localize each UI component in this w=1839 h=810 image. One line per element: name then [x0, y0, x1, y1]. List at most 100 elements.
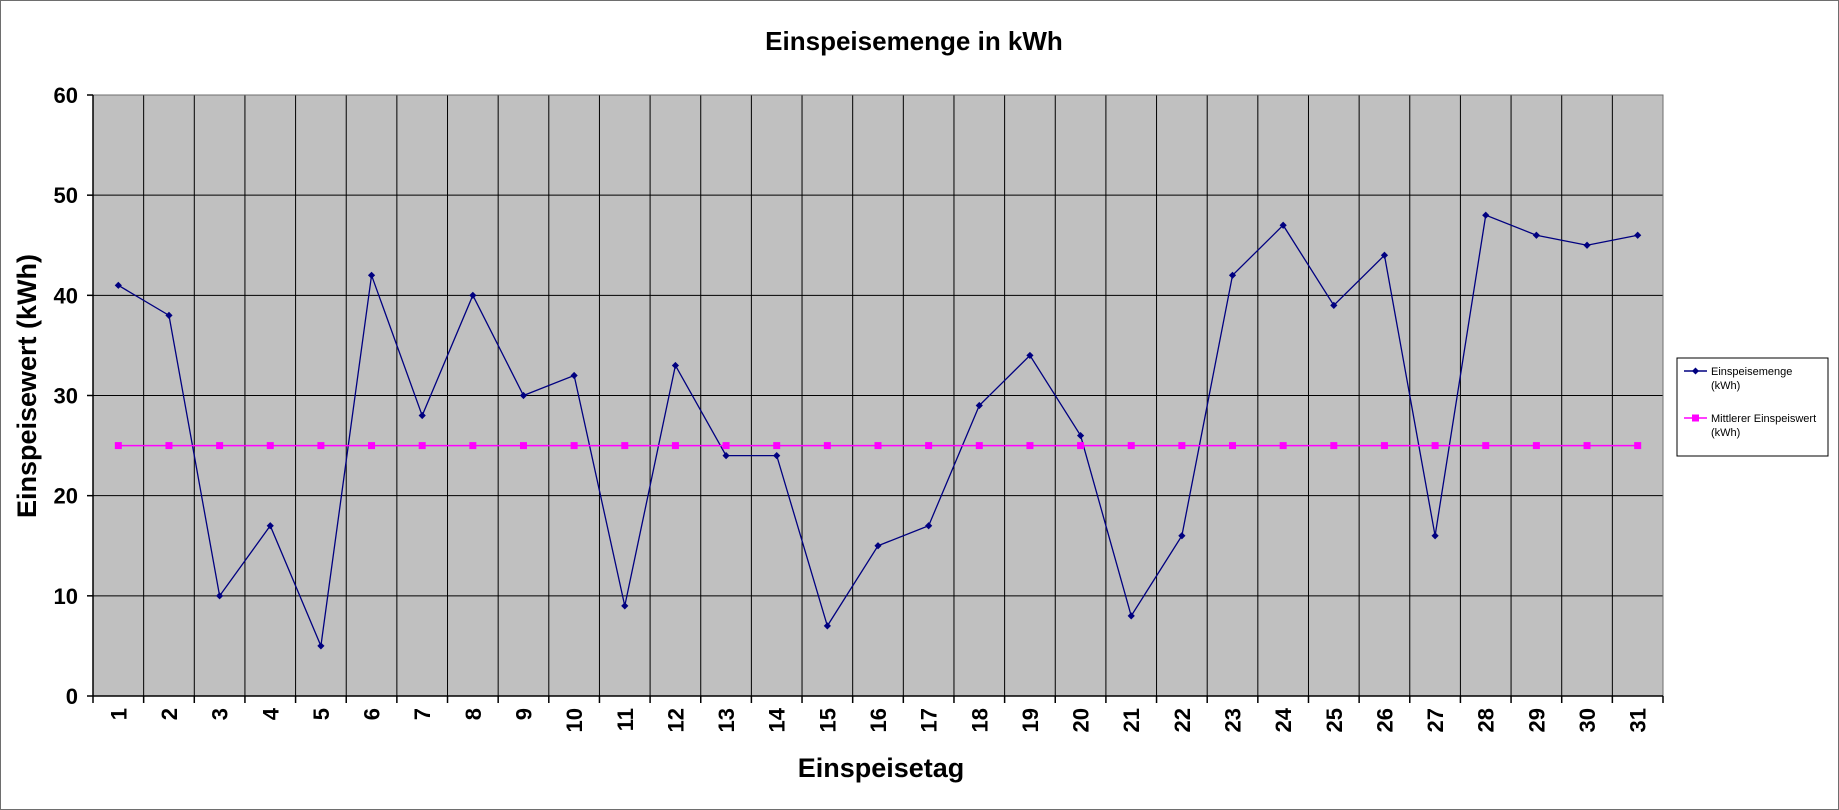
legend-marker	[1692, 414, 1699, 422]
data-point	[671, 361, 680, 370]
data-point	[216, 442, 224, 450]
data-point	[1380, 442, 1388, 450]
data-point	[975, 401, 983, 410]
data-point	[874, 542, 882, 550]
x-tick-label: 27	[1423, 708, 1448, 732]
data-point	[1228, 271, 1237, 279]
x-tick-label: 13	[714, 708, 739, 732]
legend-label: Mittlerer Einspeiswert	[1711, 413, 1816, 425]
data-point	[1229, 442, 1237, 450]
data-point	[519, 442, 527, 450]
data-point	[1178, 532, 1186, 540]
legend-item: Mittlerer Einspeiswert (kWh)	[1684, 413, 1816, 439]
data-point	[1026, 442, 1034, 450]
data-point	[1330, 442, 1338, 450]
data-point	[469, 442, 477, 450]
data-point	[621, 602, 629, 610]
x-tick-label: 8	[461, 708, 486, 720]
data-point	[266, 522, 274, 530]
y-axis-title: Einspeisewert (kWh)	[12, 254, 42, 518]
x-tick-label: 2	[157, 708, 182, 720]
data-point	[1431, 532, 1439, 540]
y-tick-label: 60	[54, 83, 78, 108]
data-point	[519, 391, 528, 400]
x-tick-label: 30	[1575, 708, 1600, 732]
x-tick-label: 26	[1372, 708, 1397, 732]
x-tick-label: 24	[1271, 707, 1296, 732]
x-tick-label: 9	[511, 708, 536, 720]
data-point	[823, 442, 831, 450]
data-point	[1583, 442, 1591, 450]
data-point	[570, 371, 578, 380]
legend-label: Einspeisemenge	[1711, 366, 1792, 378]
data-point	[418, 411, 426, 420]
legend-label: (kWh)	[1711, 380, 1740, 392]
data-point	[722, 452, 730, 460]
data-point	[165, 311, 173, 319]
data-point	[925, 442, 933, 450]
data-point	[1532, 231, 1540, 239]
legend-label: (kWh)	[1711, 427, 1740, 439]
data-point	[1076, 431, 1085, 440]
x-tick-label: 6	[360, 708, 385, 720]
y-tick-label: 50	[54, 183, 78, 208]
x-tick-label: 11	[613, 708, 638, 731]
y-tick-label: 0	[66, 684, 78, 709]
data-point	[1279, 221, 1287, 229]
x-tick-label: 7	[410, 708, 435, 720]
data-point	[1178, 442, 1186, 450]
x-tick-label: 29	[1524, 708, 1549, 732]
x-tick-label: 21	[1119, 708, 1144, 732]
data-point	[418, 442, 426, 450]
x-tick-label: 22	[1170, 708, 1195, 732]
data-point	[1026, 351, 1034, 360]
x-tick-label: 4	[258, 707, 283, 720]
data-point	[216, 592, 224, 600]
data-point	[925, 522, 933, 530]
x-tick-label: 12	[663, 708, 688, 732]
data-point	[1532, 442, 1540, 450]
x-tick-label: 20	[1069, 708, 1094, 732]
x-tick-label: 18	[967, 708, 992, 732]
data-point	[773, 452, 781, 460]
x-tick-label: 5	[309, 708, 334, 720]
x-tick-label: 31	[1626, 708, 1651, 732]
data-point	[368, 442, 376, 450]
y-tick-label: 30	[54, 384, 78, 409]
data-point	[975, 442, 983, 450]
data-point	[1127, 612, 1135, 620]
data-point	[671, 442, 679, 450]
data-point	[1634, 231, 1642, 239]
x-axis-title: Einspeisetag	[798, 753, 965, 783]
data-point	[1482, 211, 1490, 219]
data-point	[317, 442, 325, 450]
data-point	[1431, 442, 1439, 450]
legend: Einspeisemenge(kWh)Mittlerer Einspeiswer…	[1676, 357, 1829, 457]
legend-box	[1676, 357, 1829, 457]
legend-item: Einspeisemenge (kWh)	[1684, 366, 1792, 392]
x-tick-label: 28	[1474, 708, 1499, 732]
data-point	[1482, 442, 1490, 450]
data-point	[114, 281, 122, 289]
data-point	[874, 442, 882, 450]
data-point	[570, 442, 578, 450]
data-point	[1330, 301, 1338, 309]
x-tick-label: 16	[866, 708, 891, 732]
data-point	[1583, 241, 1591, 249]
x-tick-label: 1	[106, 708, 131, 720]
chart-title: Einspeisemenge in kWh	[765, 26, 1063, 56]
data-point	[165, 442, 173, 450]
x-tick-label: 15	[815, 708, 840, 732]
x-tick-label: 23	[1221, 708, 1246, 732]
x-tick-label: 17	[917, 708, 942, 732]
x-tick-label: 10	[562, 708, 587, 732]
data-point	[367, 271, 376, 279]
y-tick-label: 40	[54, 283, 78, 308]
data-point	[469, 291, 477, 299]
data-point	[1634, 442, 1642, 450]
y-tick-label: 20	[54, 484, 78, 509]
data-point	[317, 642, 325, 650]
